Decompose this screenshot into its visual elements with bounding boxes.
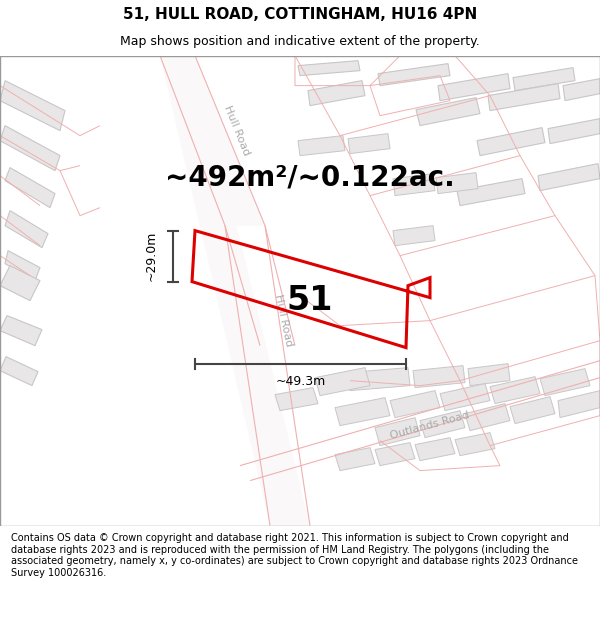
Polygon shape <box>315 368 370 396</box>
Polygon shape <box>538 164 600 191</box>
Polygon shape <box>563 79 600 101</box>
Polygon shape <box>335 398 390 426</box>
Polygon shape <box>5 168 55 208</box>
Polygon shape <box>348 134 390 154</box>
Polygon shape <box>510 397 555 424</box>
Polygon shape <box>160 56 265 226</box>
Polygon shape <box>0 266 40 301</box>
Polygon shape <box>488 84 560 111</box>
Polygon shape <box>558 391 600 418</box>
Polygon shape <box>513 68 575 91</box>
Polygon shape <box>455 432 495 456</box>
Text: Outlands Road: Outlands Road <box>389 410 471 441</box>
Polygon shape <box>298 61 360 76</box>
Text: Contains OS data © Crown copyright and database right 2021. This information is : Contains OS data © Crown copyright and d… <box>11 533 578 578</box>
Text: ~29.0m: ~29.0m <box>145 231 157 281</box>
Text: Hull Road: Hull Road <box>272 294 293 348</box>
Polygon shape <box>375 442 415 466</box>
Polygon shape <box>465 404 510 431</box>
Polygon shape <box>468 364 510 386</box>
Polygon shape <box>308 81 365 106</box>
Polygon shape <box>415 438 455 461</box>
Polygon shape <box>416 98 480 126</box>
Polygon shape <box>375 418 420 446</box>
Polygon shape <box>438 74 510 101</box>
Polygon shape <box>413 366 465 388</box>
Polygon shape <box>275 388 318 411</box>
Polygon shape <box>440 384 490 411</box>
Polygon shape <box>540 369 590 396</box>
Text: ~49.3m: ~49.3m <box>275 375 326 388</box>
Polygon shape <box>378 64 450 86</box>
Polygon shape <box>5 211 48 248</box>
Text: 51: 51 <box>287 284 333 317</box>
Text: Hull Road: Hull Road <box>223 104 251 157</box>
Polygon shape <box>436 173 478 194</box>
Polygon shape <box>348 368 410 391</box>
Polygon shape <box>0 316 42 346</box>
Polygon shape <box>490 377 540 404</box>
Polygon shape <box>335 448 375 471</box>
Polygon shape <box>548 119 600 144</box>
Polygon shape <box>390 391 440 418</box>
Polygon shape <box>457 179 525 206</box>
Polygon shape <box>393 226 435 246</box>
Polygon shape <box>477 127 545 156</box>
Text: 51, HULL ROAD, COTTINGHAM, HU16 4PN: 51, HULL ROAD, COTTINGHAM, HU16 4PN <box>123 8 477 22</box>
Polygon shape <box>160 56 310 526</box>
Polygon shape <box>393 174 435 196</box>
Polygon shape <box>298 136 345 156</box>
Text: Map shows position and indicative extent of the property.: Map shows position and indicative extent… <box>120 35 480 48</box>
Polygon shape <box>0 81 65 131</box>
Polygon shape <box>420 411 465 437</box>
Text: ~492m²/~0.122ac.: ~492m²/~0.122ac. <box>165 164 455 192</box>
Polygon shape <box>0 126 60 171</box>
Polygon shape <box>5 251 40 281</box>
Polygon shape <box>0 357 38 386</box>
